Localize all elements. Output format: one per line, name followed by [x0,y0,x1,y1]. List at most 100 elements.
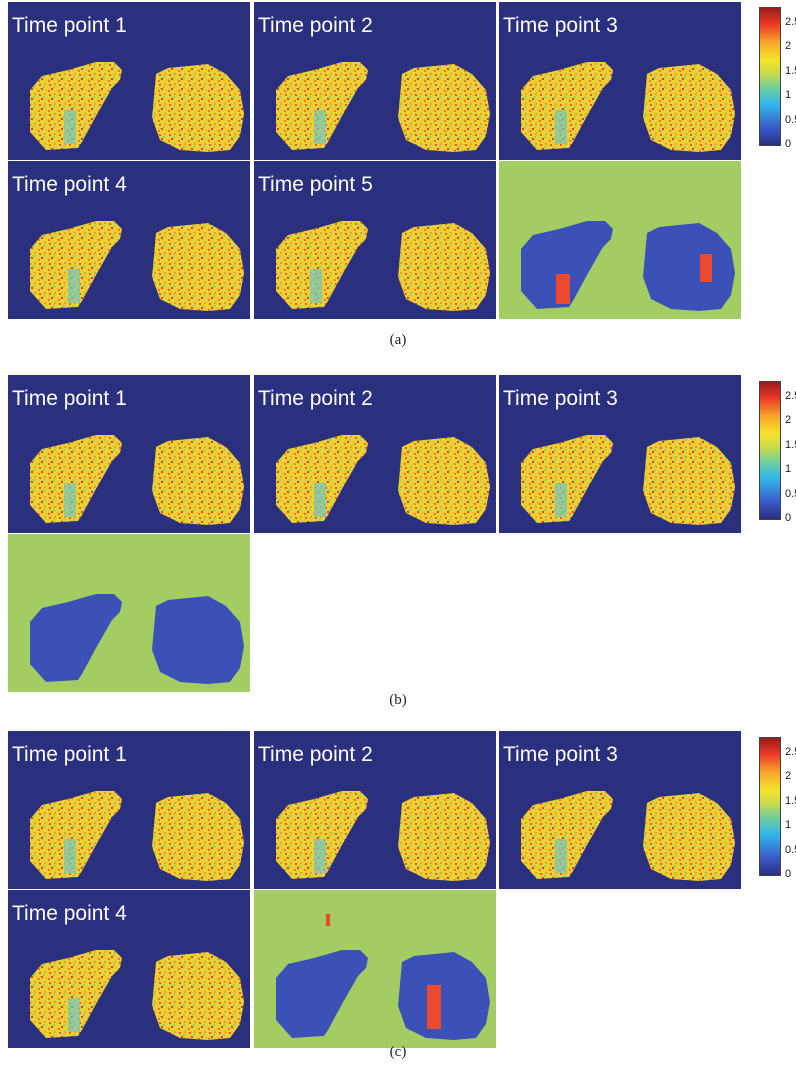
right-tissue-region [152,223,244,311]
left-tissue-region [30,950,122,1038]
left-mask-region [276,950,368,1038]
left-tissue-region [30,221,122,309]
panel-title: Time point 5 [258,173,373,196]
low-value-patch [68,998,80,1032]
colorbar [759,7,781,146]
right-tissue-region [398,64,490,152]
tissue-map [521,791,735,881]
right-tissue-region [398,793,490,881]
time-point-panel: Time point 1 [8,375,250,533]
low-value-patch [64,110,76,144]
figure-caption: (c) [389,1044,407,1060]
lesion-region [700,254,712,282]
tissue-map [521,435,735,525]
colorbar-tick-label: 0.5 [785,113,796,126]
left-tissue-region [30,435,122,523]
tissue-map [521,221,735,311]
colorbar-tick-label: 2.5 [785,15,796,28]
left-tissue-region [521,791,613,879]
time-point-panel: Time point 4 [8,890,250,1048]
panel-title: Time point 2 [258,387,373,410]
tissue-map [30,435,244,525]
time-point-panel: Time point 1 [8,731,250,889]
colorbar-tick-label: 0.5 [785,487,796,500]
left-tissue-region [276,791,368,879]
colorbar-tick-label: 1.5 [785,794,796,807]
colorbar-tick-label: 2.5 [785,389,796,402]
left-tissue-region [521,435,613,523]
colorbar-tick-label: 1.5 [785,64,796,77]
low-value-patch [64,483,76,517]
colorbar-tick-label: 2 [785,414,792,427]
time-point-panel: Time point 3 [499,375,741,533]
colorbar-tick-label: 2 [785,40,792,53]
tissue-map [30,791,244,881]
time-point-panel: Time point 2 [254,2,496,160]
tissue-map [30,950,244,1040]
right-tissue-region [152,793,244,881]
low-value-patch [310,269,322,303]
right-tissue-region [643,437,735,525]
colorbar-tick-label: 0 [785,138,792,150]
tissue-map [276,62,490,152]
panel-title: Time point 3 [503,14,618,37]
colorbar [759,381,781,520]
colorbar-tick-label: 1 [785,89,792,102]
tissue-map [30,594,244,684]
left-tissue-region [30,791,122,879]
figure-caption: (b) [389,692,407,708]
right-tissue-region [152,437,244,525]
figure-caption: (a) [389,332,407,348]
time-point-panel: Time point 2 [254,731,496,889]
colorbar [759,737,781,876]
lesion-region [326,914,330,926]
right-tissue-region [152,952,244,1040]
panel-title: Time point 1 [12,743,127,766]
colorbar-tick-label: 0 [785,868,792,880]
right-tissue-region [398,437,490,525]
tissue-map [521,62,735,152]
right-mask-region [398,952,490,1040]
panel-title: Time point 4 [12,173,127,196]
low-value-patch [314,483,326,517]
tissue-map [276,435,490,525]
panel-title: Time point 2 [258,14,373,37]
right-tissue-region [152,64,244,152]
tissue-map [276,221,490,311]
tissue-map [30,62,244,152]
panel-title: Time point 4 [12,902,127,925]
left-tissue-region [276,62,368,150]
panel-title: Time point 3 [503,387,618,410]
colorbar-tick-label: 0.5 [785,843,796,856]
time-point-panel: Time point 3 [499,731,741,889]
panel-title: Time point 1 [12,387,127,410]
segmentation-mask-panel [499,161,741,319]
left-tissue-region [30,62,122,150]
panel-title: Time point 1 [12,14,127,37]
colorbar-tick-label: 2 [785,770,792,783]
left-mask-region [30,594,122,682]
panel-title: Time point 3 [503,743,618,766]
segmentation-mask-panel [8,534,250,692]
time-point-panel: Time point 3 [499,2,741,160]
left-tissue-region [276,435,368,523]
colorbar-tick-label: 1 [785,463,792,476]
tissue-map [276,914,490,1040]
lesion-region [556,274,570,304]
time-point-panel: Time point 5 [254,161,496,319]
lesion-region [427,985,441,1029]
left-tissue-region [521,62,613,150]
left-mask-region [521,221,613,309]
right-tissue-region [643,793,735,881]
time-point-panel: Time point 4 [8,161,250,319]
right-tissue-region [398,223,490,311]
time-point-panel: Time point 1 [8,2,250,160]
colorbar-tick-label: 1 [785,819,792,832]
left-tissue-region [276,221,368,309]
low-value-patch [314,110,326,144]
low-value-patch [314,839,326,873]
low-value-patch [64,839,76,873]
colorbar-tick-label: 1.5 [785,438,796,451]
right-mask-region [152,596,244,684]
colorbar-tick-label: 2.5 [785,745,796,758]
